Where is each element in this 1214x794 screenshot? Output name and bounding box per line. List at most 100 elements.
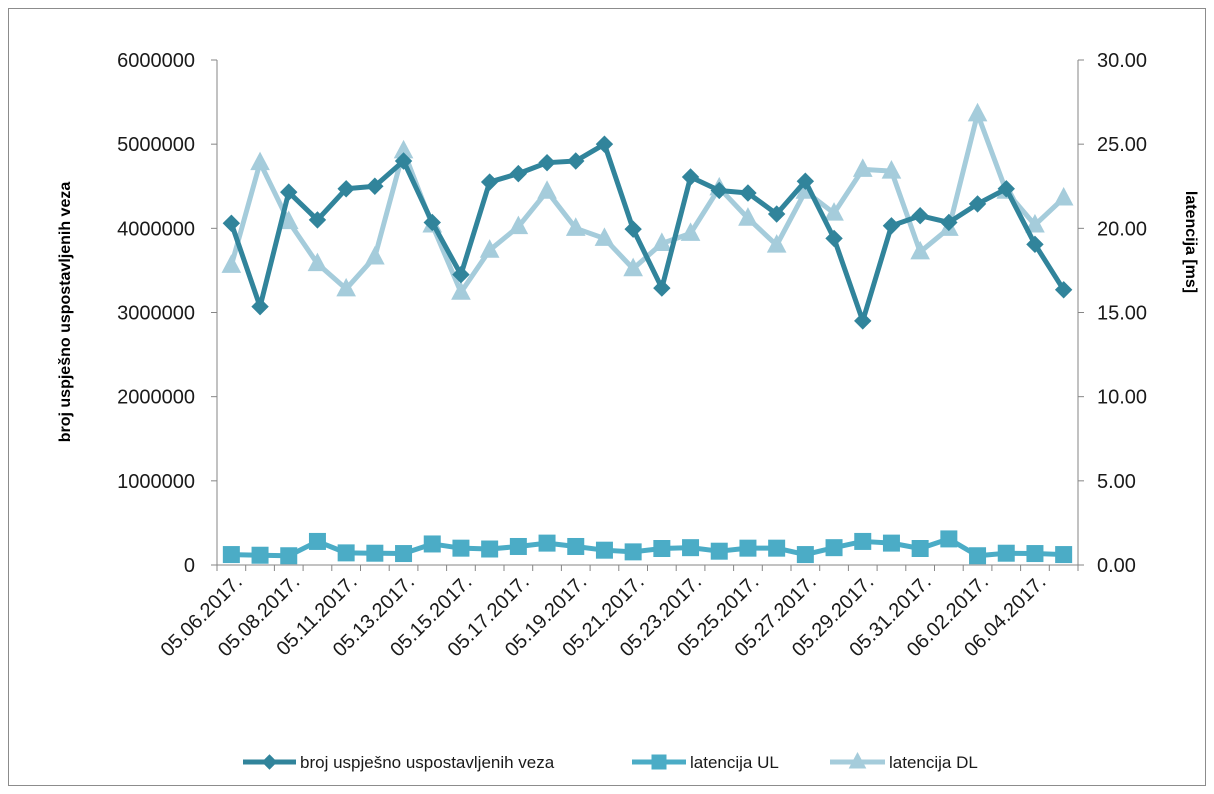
square-marker: [710, 542, 728, 560]
triangle-marker: [451, 281, 471, 300]
diamond-marker: [308, 211, 327, 229]
square-marker: [739, 539, 757, 557]
series-line: [228, 141, 1066, 324]
triangle-marker: [479, 239, 500, 258]
square-marker: [882, 534, 900, 552]
left-y-tick-label: 1000000: [117, 471, 195, 493]
right-y-tick-label: 30.00: [1097, 50, 1147, 72]
square-marker: [337, 544, 355, 562]
square-marker: [796, 546, 814, 564]
left-y-tick-label: 5000000: [117, 134, 195, 156]
left-y-tick-label: 3000000: [117, 303, 195, 325]
axes: [216, 60, 1079, 566]
diamond-marker: [509, 164, 528, 183]
triangle-marker: [250, 151, 270, 171]
square-marker: [1055, 546, 1073, 564]
diamond-marker: [423, 213, 441, 232]
chart-frame: [8, 8, 1206, 786]
diamond-marker: [739, 184, 757, 202]
diamond-marker: [825, 229, 843, 248]
series-diamond: [222, 135, 1073, 330]
square-marker: [997, 544, 1015, 562]
diamond-marker: [452, 265, 470, 284]
diamond-marker: [624, 220, 642, 238]
triangle-marker: [824, 202, 844, 221]
legend-label: latencija DL: [889, 753, 978, 772]
square-marker: [653, 540, 671, 558]
diamond-marker: [653, 279, 671, 297]
x-axis-ticks: 05.06.2017.05.08.2017.05.11.2017.05.13.2…: [157, 565, 1079, 661]
legend-square-marker: [651, 754, 667, 770]
square-marker: [538, 534, 556, 552]
triangle-marker: [1025, 213, 1045, 233]
square-marker: [251, 546, 269, 564]
triangle-marker: [1053, 186, 1074, 206]
triangle-marker: [852, 158, 873, 177]
square-marker: [768, 539, 786, 557]
legend-diamond-marker: [261, 754, 278, 770]
triangle-marker: [652, 232, 672, 251]
diamond-marker: [337, 180, 355, 198]
triangle-marker: [766, 234, 787, 253]
diamond-marker: [681, 168, 700, 186]
triangle-marker: [910, 240, 930, 260]
legend-label: broj uspješno uspostavljenih veza: [300, 753, 555, 772]
square-marker: [825, 539, 843, 557]
square-marker: [682, 539, 700, 557]
square-marker: [911, 540, 929, 558]
diamond-marker: [251, 297, 269, 316]
diamond-marker: [366, 177, 384, 195]
series-triangle: [221, 102, 1074, 300]
square-marker: [624, 543, 642, 561]
legend-item: latencija DL: [830, 751, 978, 772]
left-y-tick-label: 2000000: [117, 387, 195, 409]
triangle-marker: [594, 227, 615, 246]
left-y-tick-label: 4000000: [117, 218, 195, 240]
diamond-marker: [595, 135, 614, 153]
diamond-marker: [854, 312, 872, 330]
series-line: [231, 536, 1064, 559]
triangle-marker: [680, 222, 701, 241]
diamond-marker: [796, 172, 815, 190]
series-line: [228, 111, 1066, 295]
square-marker: [222, 546, 240, 564]
triangle-marker: [738, 207, 758, 226]
diamond-marker: [882, 217, 901, 235]
diamond-marker: [911, 207, 929, 225]
diamond-marker: [710, 181, 728, 200]
diamond-marker: [1054, 281, 1073, 299]
left-y-tick-label: 0: [184, 555, 195, 577]
legend-label: latencija UL: [690, 753, 779, 772]
diamond-marker: [997, 180, 1015, 198]
left-y-axis-title: broj uspješno uspostavljenih veza: [57, 182, 74, 443]
right-y-axis-ticks: 0.00 5.00 10.00 15.00 20.00 25.00 30.00: [1078, 50, 1147, 577]
square-marker: [423, 535, 441, 553]
triangle-marker: [565, 217, 586, 236]
square-marker: [509, 537, 527, 555]
square-marker: [1026, 545, 1044, 563]
series-square: [222, 530, 1073, 565]
diamond-marker: [567, 152, 585, 170]
right-y-tick-label: 10.00: [1097, 387, 1147, 409]
triangle-marker: [881, 160, 902, 179]
triangle-marker: [221, 254, 242, 273]
triangle-marker: [365, 245, 385, 265]
square-marker: [854, 532, 872, 550]
square-marker: [595, 541, 613, 559]
series-layer: [221, 102, 1074, 565]
square-marker: [366, 544, 384, 562]
legend-item: broj uspješno uspostavljenih veza: [243, 753, 555, 772]
right-y-tick-label: 15.00: [1097, 303, 1147, 325]
right-y-tick-label: 20.00: [1097, 218, 1147, 240]
square-marker: [969, 547, 987, 565]
diamond-marker: [222, 214, 241, 232]
triangle-marker: [508, 215, 529, 235]
triangle-marker: [967, 102, 988, 122]
right-y-axis-title: latencija [ms]: [1182, 191, 1199, 293]
diamond-marker: [968, 195, 987, 213]
diamond-marker: [1026, 235, 1044, 254]
diamond-marker: [280, 183, 298, 201]
left-y-axis-ticks: 0 1000000 2000000 3000000 4000000 5000000 6000…: [117, 50, 217, 577]
triangle-marker: [623, 257, 643, 277]
